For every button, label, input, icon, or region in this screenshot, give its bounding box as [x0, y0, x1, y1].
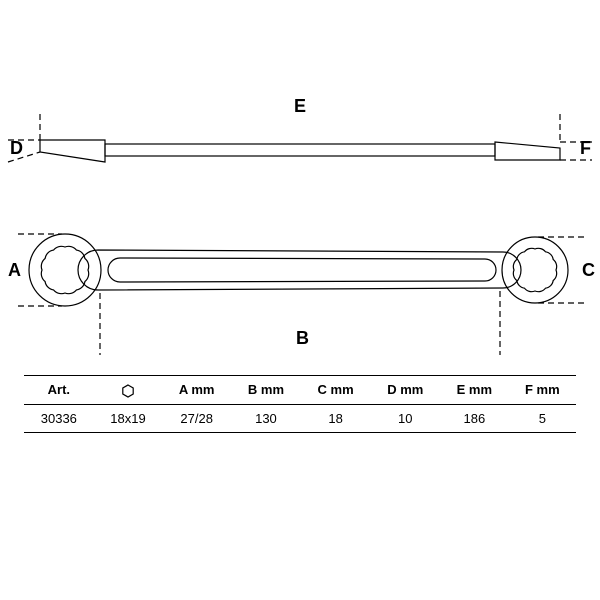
dim-label-D: D: [10, 138, 23, 159]
table-row: 30336 18x19 27/28 130 18 10 186 5: [24, 404, 576, 432]
col-F: F mm: [509, 376, 576, 405]
col-C: C mm: [301, 376, 371, 405]
dim-label-B: B: [296, 328, 309, 349]
cell-F: 5: [509, 404, 576, 432]
dim-label-A: A: [8, 260, 21, 281]
cell-art: 30336: [24, 404, 94, 432]
hexagon-icon: [121, 382, 135, 397]
col-E: E mm: [440, 376, 509, 405]
dim-label-F: F: [580, 138, 591, 159]
cell-B: 130: [231, 404, 301, 432]
cell-E: 186: [440, 404, 509, 432]
col-B: B mm: [231, 376, 301, 405]
cell-C: 18: [301, 404, 371, 432]
spec-table: Art. A mm B mm C mm D mm E mm F mm: [24, 375, 576, 433]
col-D: D mm: [370, 376, 440, 405]
cell-A: 27/28: [162, 404, 231, 432]
col-art: Art.: [24, 376, 94, 405]
col-size: [94, 376, 163, 405]
drawing-stage: E D F: [0, 0, 600, 600]
top-view: [0, 110, 600, 190]
cell-size: 18x19: [94, 404, 163, 432]
dim-label-E: E: [294, 96, 306, 117]
table-header-row: Art. A mm B mm C mm D mm E mm F mm: [24, 376, 576, 405]
cell-D: 10: [370, 404, 440, 432]
col-A: A mm: [162, 376, 231, 405]
dim-label-C: C: [582, 260, 595, 281]
